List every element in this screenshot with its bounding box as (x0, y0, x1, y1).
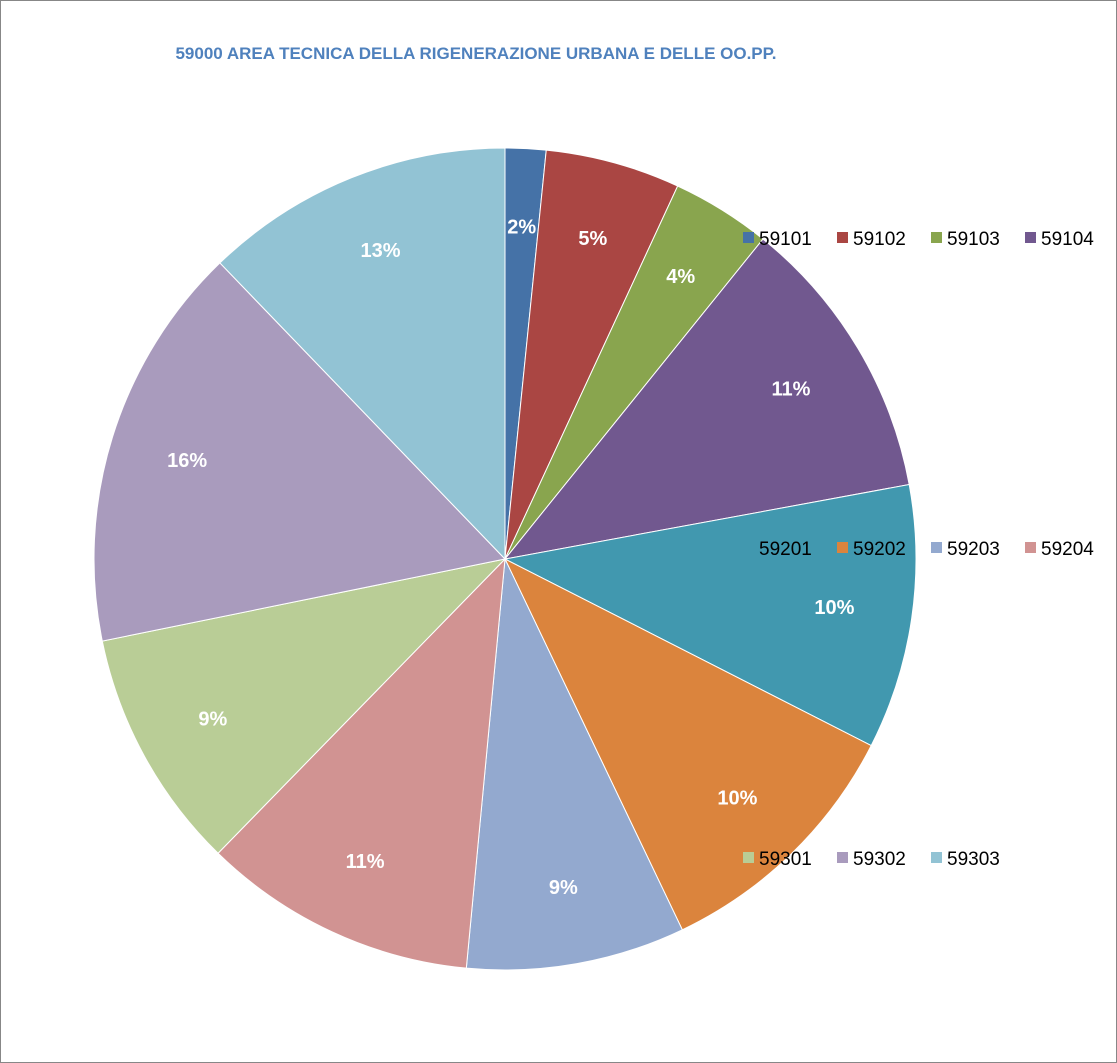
pie-slices (93, 147, 917, 971)
data-label-59201: 10% (814, 597, 854, 619)
legend-swatch-59203 (931, 542, 942, 553)
data-label-59203: 9% (549, 877, 578, 899)
data-label-59204: 11% (346, 851, 385, 873)
legend-item-59303: 59303 (931, 849, 1000, 870)
legend-swatch-59202 (837, 542, 848, 553)
legend-swatch-59302 (837, 852, 848, 863)
pie-slice-59202 (503, 557, 872, 931)
legend-label-59104: 59104 (1041, 229, 1094, 250)
chart-legend: 59101 59102 59103 59104 59201 59202 59203 59204… (743, 229, 1094, 870)
legend-swatch-59101 (743, 232, 754, 243)
data-label-59102: 5% (578, 228, 607, 250)
data-label-59104: 11% (772, 379, 811, 401)
pie-data-labels: 2% 5% 4% 11% 10% 10% 9% 11% 9% 16% 13% (167, 217, 855, 899)
legend-label-59101: 59101 (759, 229, 812, 250)
pie-slice-59203 (465, 557, 683, 971)
pie-slice-59303 (219, 147, 506, 561)
legend-item-59203: 59203 (931, 539, 1000, 560)
legend-item-59103: 59103 (931, 229, 1000, 250)
legend-label-59204: 59204 (1041, 539, 1094, 560)
legend-label-59201: 59201 (759, 539, 812, 560)
legend-swatch-59102 (837, 232, 848, 243)
legend-item-59301: 59301 (743, 849, 812, 870)
chart-title: 59000 AREA TECNICA DELLA RIGENERAZIONE U… (175, 44, 777, 63)
legend-label-59102: 59102 (853, 229, 906, 250)
legend-label-59103: 59103 (947, 229, 1000, 250)
legend-swatch-59201 (743, 542, 754, 553)
legend-label-59202: 59202 (853, 539, 906, 560)
legend-item-59202: 59202 (837, 539, 906, 560)
legend-item-59201: 59201 (743, 539, 812, 560)
pie-slice-59104 (503, 238, 910, 560)
legend-item-59101: 59101 (743, 229, 812, 250)
data-label-59103: 4% (666, 266, 695, 288)
legend-swatch-59301 (743, 852, 754, 863)
data-label-59101: 2% (507, 217, 536, 239)
data-label-59202: 10% (717, 787, 757, 809)
data-label-59303: 13% (360, 240, 400, 262)
pie-slice-59201 (503, 483, 917, 747)
data-label-59301: 9% (198, 709, 227, 731)
pie-slice-59301 (101, 558, 507, 854)
legend-swatch-59104 (1025, 232, 1036, 243)
legend-swatch-59204 (1025, 542, 1036, 553)
legend-item-59102: 59102 (837, 229, 906, 250)
legend-item-59204: 59204 (1025, 539, 1094, 560)
pie-slice-59302 (93, 262, 506, 642)
legend-label-59301: 59301 (759, 849, 812, 870)
pie-slice-59204 (217, 557, 506, 969)
legend-item-59104: 59104 (1025, 229, 1094, 250)
data-label-59302: 16% (167, 450, 207, 472)
pie-slice-59102 (504, 149, 679, 560)
legend-label-59302: 59302 (853, 849, 906, 870)
legend-label-59203: 59203 (947, 539, 1000, 560)
legend-item-59302: 59302 (837, 849, 906, 870)
legend-label-59303: 59303 (947, 849, 1000, 870)
legend-swatch-59103 (931, 232, 942, 243)
legend-swatch-59303 (931, 852, 942, 863)
